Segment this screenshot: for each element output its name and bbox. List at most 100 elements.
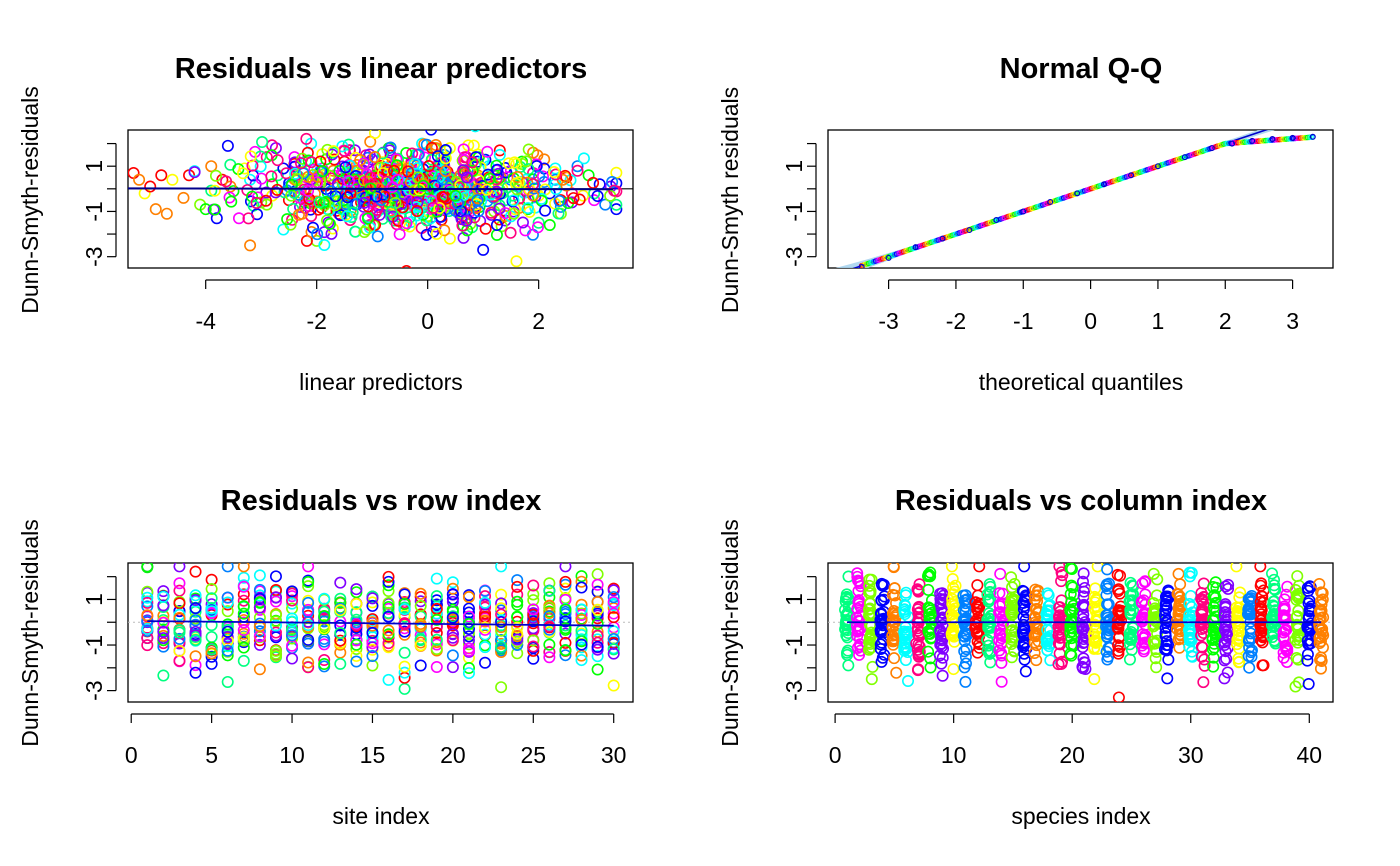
point (401, 265, 412, 268)
point (1124, 608, 1137, 621)
point (1301, 648, 1314, 661)
point (888, 652, 901, 665)
point (430, 572, 443, 585)
point (316, 165, 329, 178)
point (981, 633, 994, 646)
point (852, 594, 865, 607)
point (431, 150, 444, 163)
point (591, 568, 604, 581)
point (1301, 582, 1314, 595)
point (1101, 598, 1114, 611)
point (382, 575, 395, 588)
panel-resid-vs-linpred: Residuals vs linear predictors linear pr… (17, 53, 634, 395)
point (141, 609, 154, 622)
point (462, 606, 475, 619)
point (307, 221, 320, 234)
point (1208, 145, 1215, 152)
point (858, 263, 865, 268)
point (511, 647, 524, 660)
point (302, 618, 315, 631)
point (1154, 163, 1161, 170)
point (205, 184, 218, 197)
point (543, 620, 556, 633)
point (875, 655, 888, 668)
point (149, 203, 162, 216)
point (259, 194, 272, 207)
plot-area (128, 130, 633, 268)
point (973, 563, 986, 573)
point (1005, 619, 1018, 632)
point (1147, 567, 1160, 580)
plot-area (128, 563, 633, 695)
point (1171, 614, 1184, 627)
x-tick-label: -3 (878, 308, 898, 334)
point (391, 173, 404, 186)
y-axis-label: Dunn-Smyth-residuals (717, 519, 743, 747)
point (253, 592, 266, 605)
point (495, 563, 508, 573)
point (422, 160, 435, 173)
point (1254, 579, 1267, 592)
point (324, 185, 337, 198)
point (607, 584, 620, 597)
x-tick-label: 0 (1084, 308, 1097, 334)
point (323, 217, 336, 230)
point (993, 217, 1000, 224)
point (922, 583, 935, 596)
point (1230, 601, 1243, 614)
point (839, 623, 852, 636)
point (1219, 598, 1232, 611)
point (560, 179, 573, 192)
point (1241, 608, 1254, 621)
point (424, 179, 437, 192)
point (543, 601, 556, 614)
point (543, 577, 556, 590)
point (591, 617, 604, 630)
point (318, 653, 331, 666)
x-tick-label: -2 (306, 308, 326, 334)
point (354, 153, 367, 166)
point (527, 608, 540, 621)
point (350, 634, 363, 647)
point (1278, 600, 1291, 613)
point (1127, 172, 1134, 179)
plot-frame (827, 562, 1334, 703)
point (414, 639, 427, 652)
point (874, 614, 887, 627)
point (1208, 589, 1221, 602)
point (446, 634, 459, 647)
point (1289, 633, 1302, 646)
point (479, 585, 492, 598)
point (350, 655, 363, 668)
point (898, 603, 911, 616)
point (527, 603, 540, 616)
point (430, 633, 443, 646)
point (887, 635, 900, 648)
point (610, 198, 623, 211)
point (984, 586, 997, 599)
axis-ticks: 0 5 10 15 20 25 30 -3 -1 1 (81, 562, 634, 768)
point (511, 621, 524, 634)
point (995, 647, 1008, 660)
point (1159, 630, 1172, 643)
point (366, 592, 379, 605)
point (1301, 634, 1314, 647)
point (1076, 641, 1089, 654)
point (571, 160, 584, 173)
point (1159, 597, 1172, 610)
point (935, 657, 948, 670)
point (607, 591, 620, 604)
point (246, 159, 259, 172)
x-tick-label: 0 (421, 308, 434, 334)
point (451, 191, 464, 204)
point (462, 610, 475, 623)
point (1090, 592, 1103, 605)
point (451, 197, 464, 210)
point (549, 168, 562, 181)
point (946, 597, 959, 610)
point (559, 608, 572, 621)
point (495, 602, 508, 615)
point (393, 228, 406, 241)
point (982, 619, 995, 632)
point (269, 595, 282, 608)
